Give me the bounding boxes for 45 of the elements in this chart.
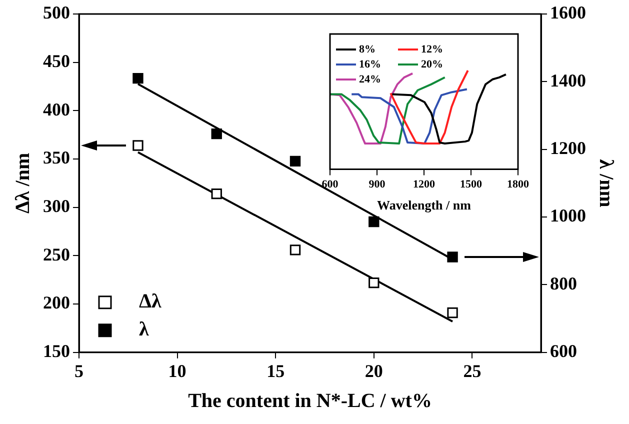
x-tick-label: 20	[364, 360, 383, 381]
y-tick-label: 350	[43, 148, 70, 168]
point	[447, 252, 458, 262]
point	[368, 216, 380, 228]
point	[447, 307, 458, 318]
y2-tick-label: 1200	[550, 138, 586, 158]
y-tick-label: 400	[43, 99, 70, 120]
x-tick-label: 900	[368, 178, 386, 191]
point	[290, 244, 301, 256]
legend-label: 12%	[421, 43, 443, 56]
y2-axis-title: λ /nm	[594, 159, 617, 208]
y2-tick-label: 1400	[550, 70, 586, 90]
x-tick-label: 1500	[460, 178, 482, 191]
legend-label: 16%	[359, 58, 381, 70]
y2-tick-label: 1000	[550, 206, 586, 226]
y-tick-label: 250	[43, 244, 70, 264]
y2-tick-label: 600	[550, 341, 577, 362]
point	[290, 156, 301, 167]
y-tick-label: 200	[43, 292, 70, 313]
x-tick-label: 1800	[507, 178, 530, 191]
x-tick-label: 600	[322, 178, 339, 191]
x-axis-title: The content in N*-LC / wt%	[188, 390, 432, 412]
x-tick-label: 25	[463, 360, 482, 381]
point	[211, 128, 222, 140]
x-tick-label: 5	[74, 360, 84, 381]
legend-label: Δλ	[139, 290, 162, 313]
legend-label: 24%	[359, 73, 381, 86]
y-axis-title: Δλ /nm	[12, 152, 34, 214]
point	[132, 140, 144, 151]
y-tick-label: 500	[43, 2, 70, 23]
x-axis-title: Wavelength / nm	[377, 198, 472, 213]
x-tick-label: 1200	[413, 178, 436, 191]
x-tick-label: 15	[266, 360, 285, 381]
x-tick-label: 10	[168, 360, 186, 381]
y-tick-label: 450	[43, 51, 70, 71]
legend-label: 8%	[359, 43, 376, 56]
y2-tick-label: 800	[550, 273, 577, 294]
point	[132, 72, 144, 84]
point	[368, 277, 380, 288]
y2-tick-label: 1600	[550, 2, 586, 23]
point	[211, 188, 222, 200]
legend-label: λ	[139, 318, 149, 341]
y-tick-label: 150	[43, 341, 70, 362]
legend-label: 20%	[421, 58, 443, 70]
y-tick-label: 300	[43, 196, 70, 216]
